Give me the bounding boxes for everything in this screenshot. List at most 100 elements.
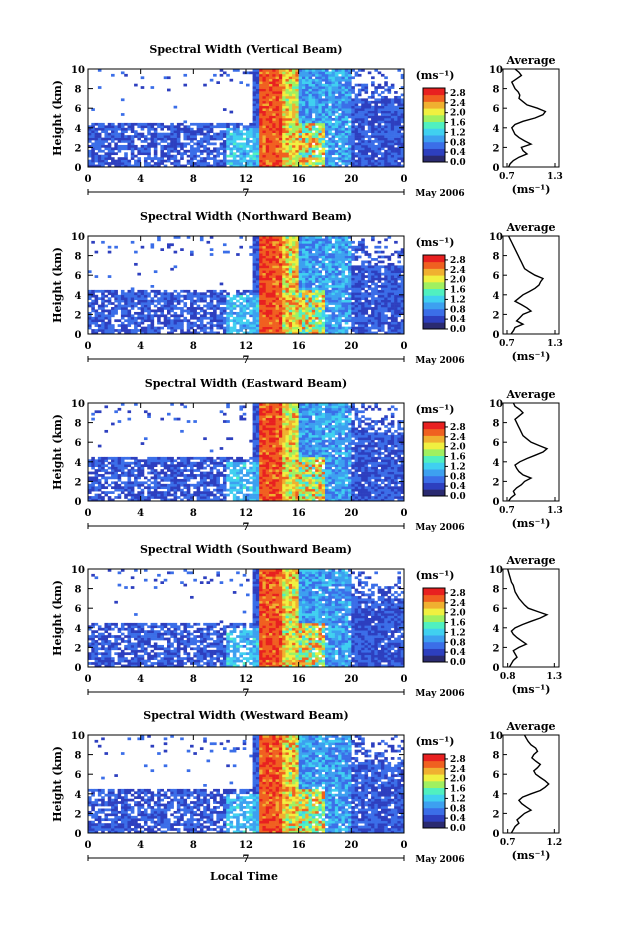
heatmap-cell: [309, 329, 313, 332]
heatmap-cell: [338, 157, 342, 160]
heatmap-cell: [216, 327, 220, 330]
heatmap-cell: [368, 128, 372, 131]
heatmap-cell: [368, 106, 372, 109]
heatmap-cell: [180, 128, 184, 131]
heatmap-cell: [302, 241, 306, 244]
heatmap-cell: [348, 91, 352, 94]
heatmap-cell: [151, 138, 155, 141]
heatmap-cell: [279, 273, 283, 276]
heatmap-cell: [295, 314, 299, 317]
heatmap-cell: [147, 317, 151, 320]
heatmap-cell: [299, 258, 303, 261]
heatmap-cell: [292, 275, 296, 278]
heatmap-cell: [315, 270, 319, 273]
heatmap-cell: [351, 143, 355, 146]
heatmap-cell: [170, 162, 174, 165]
heatmap-cell: [262, 118, 266, 121]
heatmap-cell: [328, 327, 332, 330]
heatmap-cell: [312, 147, 316, 150]
heatmap-cell: [397, 290, 401, 293]
heatmap-cell: [183, 143, 187, 146]
heatmap-cell: [216, 160, 220, 163]
heatmap-cell: [118, 160, 122, 163]
colorbar-tick-label: 0.4: [450, 315, 466, 325]
heatmap-cell: [394, 147, 398, 150]
heatmap-cell: [335, 162, 339, 165]
heatmap-cell: [305, 263, 309, 266]
heatmap-cell: [276, 103, 280, 106]
heatmap-cell: [249, 123, 253, 126]
heatmap-cell: [160, 155, 164, 158]
heatmap-cell: [137, 138, 141, 141]
heatmap-cell: [358, 312, 362, 315]
heatmap-cell: [384, 145, 388, 148]
heatmap-cell: [262, 145, 266, 148]
heatmap-cell: [351, 116, 355, 119]
heatmap-cell: [279, 317, 283, 320]
heatmap-cell: [318, 128, 322, 131]
heatmap-cell: [220, 143, 224, 146]
heatmap-cell: [141, 300, 145, 303]
heatmap-cell: [98, 86, 102, 89]
heatmap-cell: [266, 280, 270, 283]
heatmap-cell: [121, 140, 125, 143]
heatmap-cell: [328, 155, 332, 158]
heatmap-cell: [282, 103, 286, 106]
heatmap-cell: [358, 116, 362, 119]
heatmap-cell: [111, 150, 115, 153]
heatmap-cell: [295, 312, 299, 315]
heatmap-cell: [391, 140, 395, 143]
heatmap-cell: [249, 160, 253, 163]
heatmap-cell: [322, 263, 326, 266]
heatmap-cell: [351, 113, 355, 116]
heatmap-cell: [207, 290, 211, 293]
heatmap-cell: [341, 275, 345, 278]
heatmap-cell: [374, 147, 378, 150]
heatmap-cell: [328, 319, 332, 322]
heatmap-cell: [325, 327, 329, 330]
heatmap-cell: [164, 324, 168, 327]
heatmap-cell: [391, 111, 395, 114]
heatmap-cell: [341, 310, 345, 313]
heatmap-cell: [266, 91, 270, 94]
heatmap-cell: [131, 290, 135, 293]
heatmap-cell: [345, 71, 349, 74]
heatmap-cell: [299, 319, 303, 322]
heatmap-cell: [381, 329, 385, 332]
heatmap-cell: [134, 324, 138, 327]
heatmap-cell: [348, 256, 352, 259]
heatmap-cell: [239, 295, 243, 298]
heatmap-cell: [167, 157, 171, 160]
heatmap-cell: [305, 285, 309, 288]
heatmap-cell: [282, 74, 286, 77]
heatmap-cell: [276, 314, 280, 317]
heatmap-cell: [272, 241, 276, 244]
heatmap-cell: [239, 81, 243, 84]
heatmap-cell: [190, 297, 194, 300]
heatmap-cell: [286, 91, 290, 94]
heatmap-cell: [279, 307, 283, 310]
heatmap-cell: [305, 314, 309, 317]
heatmap-cell: [322, 258, 326, 261]
heatmap-cell: [190, 317, 194, 320]
heatmap-cell: [384, 157, 388, 160]
heatmap-cell: [259, 280, 263, 283]
heatmap-cell: [328, 307, 332, 310]
heatmap-cell: [253, 125, 257, 128]
heatmap-cell: [164, 295, 168, 298]
heatmap-cell: [98, 496, 102, 499]
heatmap-cell: [95, 251, 99, 254]
heatmap-cell: [355, 111, 359, 114]
heatmap-cell: [381, 302, 385, 305]
heatmap-cell: [101, 300, 105, 303]
heatmap-cell: [292, 307, 296, 310]
heatmap-cell: [335, 295, 339, 298]
heatmap-cell: [391, 292, 395, 295]
heatmap-cell: [167, 133, 171, 136]
heatmap-cell: [167, 155, 171, 158]
heatmap-cell: [322, 243, 326, 246]
heatmap-cell: [144, 160, 148, 163]
heatmap-cell: [154, 157, 158, 160]
heatmap-cell: [378, 138, 382, 141]
heatmap-cell: [141, 327, 145, 330]
